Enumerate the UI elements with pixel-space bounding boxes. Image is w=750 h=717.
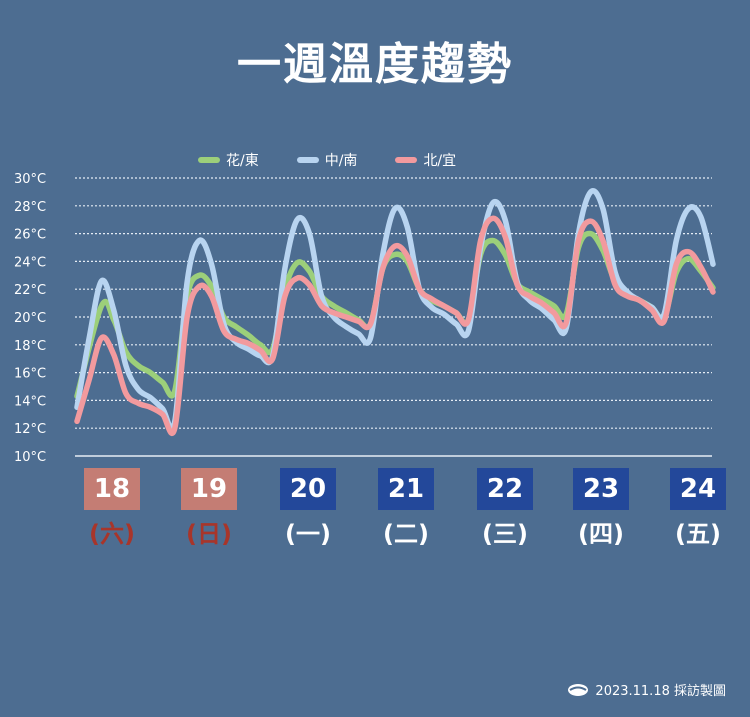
temperature-line-chart: 10°C 12°C 14°C 16°C 18°C 20°C 22°C 24°C 26°C 28°C… (14, 172, 716, 465)
day-number: 22 (477, 468, 533, 510)
day-weekday: (四) (578, 520, 624, 548)
y-tick-label: 24°C (14, 255, 46, 270)
day-label: 22 (三) (477, 468, 533, 549)
day-label: 21 (二) (378, 468, 434, 549)
credit-text: 2023.11.18 採訪製圖 (595, 684, 726, 699)
y-axis-ticks: 10°C 12°C 14°C 16°C 18°C 20°C 22°C 24°C 26°C 28°C… (14, 172, 46, 465)
legend-label-hualien-taitung: 花/東 (226, 153, 259, 169)
credit-line: 2023.11.18 採訪製圖 (567, 680, 726, 699)
y-tick-label: 16°C (14, 367, 46, 382)
y-tick-label: 20°C (14, 311, 46, 326)
day-weekday: (三) (482, 520, 528, 548)
legend: 花/東 中/南 北/宜 (198, 150, 456, 170)
chart-title: 一週溫度趨勢 (237, 39, 513, 90)
day-number: 20 (280, 468, 336, 510)
day-weekday: (一) (285, 520, 331, 548)
legend-item-central-south: 中/南 (296, 150, 358, 170)
legend-swatch-north-yilan (395, 157, 418, 163)
cwa-logo-icon (568, 683, 589, 696)
y-tick-label: 26°C (14, 228, 46, 243)
series-line-0 (74, 230, 716, 399)
day-weekday: (五) (675, 520, 721, 548)
day-weekday: (二) (383, 520, 429, 548)
day-number: 24 (670, 468, 726, 510)
legend-label-central-south: 中/南 (324, 153, 358, 169)
y-tick-label: 30°C (14, 172, 46, 187)
legend-swatch-central-south (296, 157, 319, 163)
day-label: 23 (四) (573, 468, 629, 549)
legend-item-north-yilan: 北/宜 (395, 150, 456, 170)
legend-item-hualien-taitung: 花/東 (198, 150, 259, 170)
day-label: 20 (一) (280, 468, 336, 549)
legend-label-north-yilan: 北/宜 (423, 153, 457, 169)
y-tick-label: 28°C (14, 200, 46, 215)
series-lines (74, 188, 716, 437)
y-tick-label: 18°C (14, 339, 46, 354)
day-label: 18 (六) (84, 468, 140, 549)
y-tick-label: 10°C (14, 450, 46, 465)
y-tick-label: 22°C (14, 283, 46, 298)
legend-swatch-hualien-taitung (198, 157, 220, 163)
day-number: 23 (573, 468, 629, 510)
grid-lines (75, 177, 712, 457)
series-line-2 (74, 215, 716, 437)
day-weekday: (六) (89, 520, 135, 548)
y-tick-label: 14°C (14, 394, 46, 409)
day-label: 19 (日) (181, 468, 237, 549)
day-number: 18 (84, 468, 140, 510)
day-weekday: (日) (186, 520, 232, 548)
y-tick-label: 12°C (14, 422, 46, 437)
day-label: 24 (五) (670, 468, 726, 549)
day-number: 19 (181, 468, 237, 510)
day-number: 21 (378, 468, 434, 510)
day-axis: 18 (六) 19 (日) 20 (一) 21 (二) 22 (三) 23 (四) 24 (五) (0, 468, 750, 548)
